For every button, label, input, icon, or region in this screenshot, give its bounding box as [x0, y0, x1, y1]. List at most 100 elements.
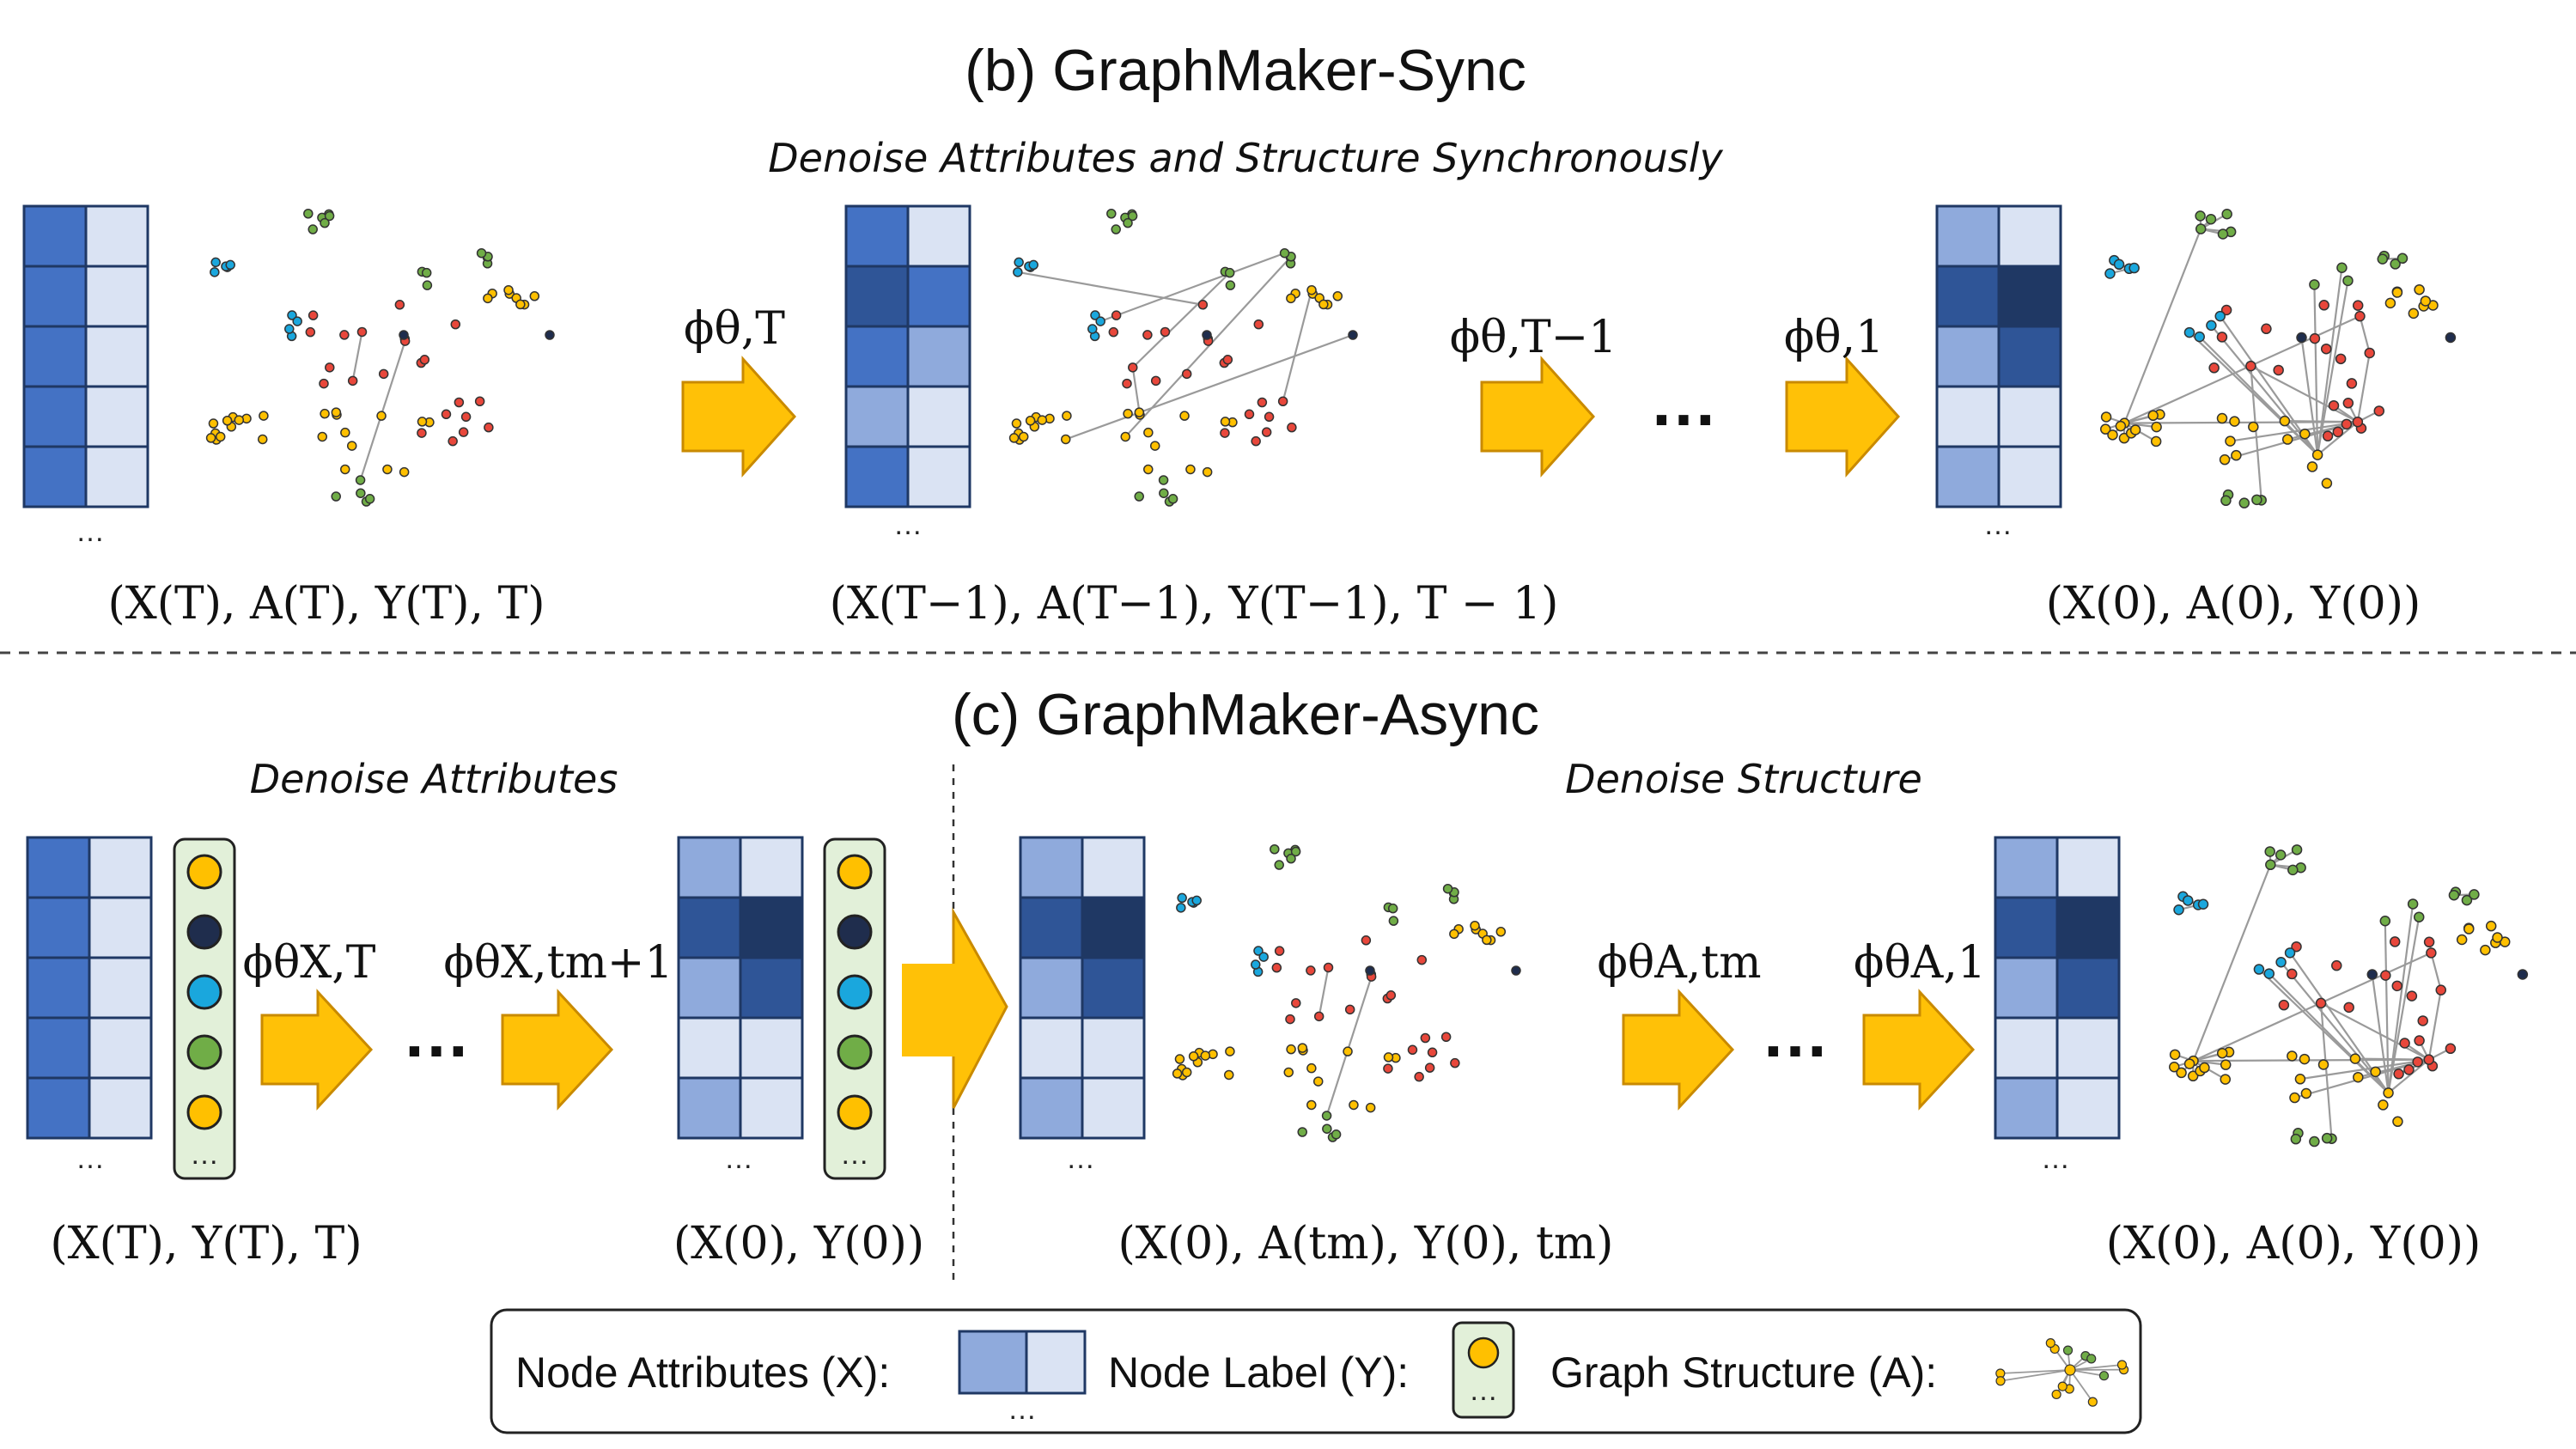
graph-node	[1286, 293, 1296, 304]
graph-node	[1143, 427, 1154, 438]
graph-node	[1106, 209, 1117, 219]
graph-edge	[2387, 916, 2421, 1093]
graph-node	[1385, 990, 1397, 1001]
graph-node	[1160, 326, 1171, 338]
graph-node	[1388, 916, 1399, 926]
grid-cell	[906, 265, 971, 328]
grid-cell	[2055, 1016, 2121, 1080]
graph-edge	[1017, 271, 1203, 306]
grid-cell	[1994, 836, 2059, 899]
sync-title: (b) GraphMaker-Sync	[965, 38, 1526, 103]
graph-node	[1158, 475, 1169, 485]
graph-edges	[2104, 213, 2403, 501]
graph-node	[1306, 284, 1317, 295]
graph-node	[1361, 935, 1372, 946]
graph-node	[1286, 853, 1296, 864]
graph-node	[339, 330, 350, 340]
graph-node	[2173, 904, 2184, 916]
graph-node	[2220, 1059, 2232, 1070]
node-label-dot	[186, 974, 222, 1010]
grid-cell	[22, 325, 88, 388]
graph-node	[2414, 283, 2425, 295]
graph-node	[215, 431, 226, 442]
graph-node	[2306, 461, 2318, 472]
graph-edge	[1318, 967, 1330, 1017]
grid-cell	[88, 1076, 153, 1140]
graph-node	[2287, 1050, 2298, 1062]
graph-node	[1287, 422, 1297, 433]
graph-node	[2104, 268, 2116, 279]
graph-node	[1279, 247, 1290, 259]
graph-node	[1111, 310, 1122, 320]
state-label: (X(0), Y(0))	[673, 1218, 924, 1269]
graph-node	[2413, 911, 2425, 922]
graph-node	[1323, 962, 1334, 973]
grid-cell	[739, 1076, 804, 1140]
graph-node	[2206, 320, 2217, 332]
graph-node	[1365, 1102, 1376, 1113]
graph-node	[210, 267, 220, 277]
grid-cell	[844, 265, 910, 328]
graph-node	[1995, 1376, 2006, 1386]
graph-node	[1111, 224, 1121, 234]
phase-label-attributes: Denoise Attributes	[250, 756, 618, 802]
graph-node	[1174, 1054, 1185, 1064]
graph-node	[1306, 1099, 1317, 1111]
graph-node	[2321, 1132, 2333, 1144]
graph-node	[1407, 1044, 1418, 1056]
grid-cell	[1997, 204, 2062, 268]
graph-node	[474, 396, 485, 406]
graph-edge	[1282, 289, 1313, 402]
graph-node	[2423, 1054, 2434, 1065]
graph-node	[2435, 984, 2447, 995]
graph-node	[2220, 1074, 2232, 1085]
graph-edge	[2193, 952, 2432, 1062]
graph-node	[378, 368, 389, 380]
grid-cell	[26, 956, 91, 1020]
graph-node	[2335, 353, 2347, 365]
legend-attribute-grid-icon: …	[958, 1330, 1087, 1426]
graph-node	[257, 434, 268, 445]
async-title: (c) GraphMaker-Async	[952, 682, 1539, 747]
graph-node	[2057, 1381, 2067, 1391]
graph-node	[2150, 435, 2162, 447]
graph-node	[2169, 1061, 2180, 1073]
graph-node	[1321, 1111, 1332, 1121]
grid-cell	[906, 385, 971, 448]
grid-cell	[739, 956, 804, 1020]
graph-node	[1120, 431, 1131, 442]
graph-node	[1387, 903, 1398, 914]
graph-node	[2456, 934, 2468, 946]
graph-node	[2208, 362, 2220, 374]
graph-node	[2245, 360, 2256, 372]
graph-node	[2396, 253, 2409, 265]
grid-cell	[1019, 836, 1084, 899]
graph-edge	[2430, 953, 2442, 990]
graph-node	[1123, 408, 1133, 419]
graph-node	[340, 464, 350, 475]
graph-node	[1313, 1011, 1325, 1022]
grid-ellipsis: …	[2041, 1142, 2070, 1175]
graph-node	[2407, 898, 2419, 910]
graph-node	[448, 435, 458, 447]
graph-node	[340, 427, 350, 438]
node-label-dot	[837, 914, 873, 950]
graph-node	[1142, 330, 1153, 340]
grid-cell	[906, 204, 971, 268]
grid-cell	[88, 956, 153, 1020]
graph-node	[2062, 1345, 2074, 1355]
graph-node	[324, 210, 335, 222]
graph-node	[1264, 411, 1275, 423]
node-label-column-T: …	[173, 837, 236, 1180]
graph-node	[2299, 428, 2311, 440]
graph-structure-sync-0	[2099, 208, 2457, 508]
legend-box	[490, 1308, 2142, 1434]
graph-node	[2354, 310, 2366, 322]
grid-ellipsis: …	[1983, 508, 2013, 541]
graph-edge	[2320, 1002, 2430, 1061]
graph-node	[1191, 895, 1202, 906]
graph-node	[2373, 405, 2385, 417]
graph-node	[2216, 412, 2228, 424]
grid-cell	[1081, 896, 1146, 959]
graph-node	[2086, 1354, 2097, 1364]
